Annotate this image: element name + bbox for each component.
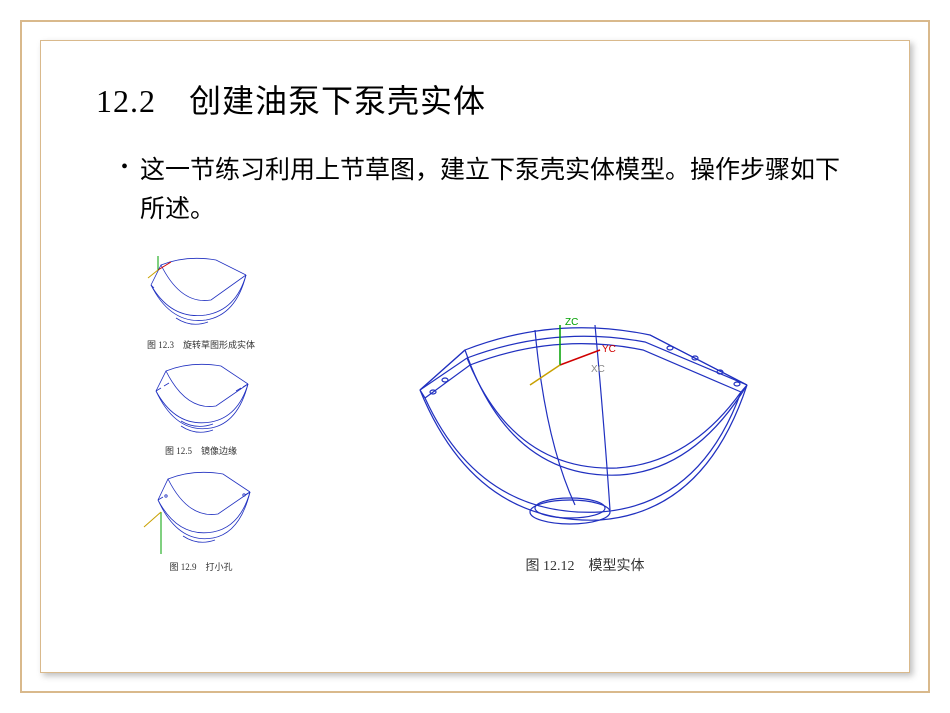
bullet-item: • 这一节练习利用上节草图，建立下泵壳实体模型。操作步骤如下所述。 bbox=[121, 152, 854, 230]
thumb-1: 图 12.3 旋转草图形成实体 bbox=[136, 250, 266, 351]
slide-title: 12.2 创建油泵下泵壳实体 bbox=[96, 76, 854, 122]
thumb-2: 图 12.5 镜像边缘 bbox=[136, 356, 266, 457]
thumb-1-caption: 图 12.3 旋转草图形成实体 bbox=[147, 338, 255, 351]
pump-shell-main-icon: ZC YC XC bbox=[395, 280, 775, 540]
thumb-3-caption: 图 12.9 打小孔 bbox=[169, 560, 232, 573]
diagram-area: 图 12.3 旋转草图形成实体 bbox=[96, 250, 854, 575]
main-diagram-caption: 图 12.12 模型实体 bbox=[526, 555, 645, 575]
pump-shell-thumb-icon bbox=[136, 250, 266, 335]
pump-shell-thumb-icon bbox=[136, 356, 266, 441]
svg-text:ZC: ZC bbox=[565, 317, 578, 328]
slide-inner-frame: 12.2 创建油泵下泵壳实体 • 这一节练习利用上节草图，建立下泵壳实体模型。操… bbox=[40, 40, 910, 673]
thumb-2-caption: 图 12.5 镜像边缘 bbox=[165, 444, 237, 457]
slide-outer-frame: 12.2 创建油泵下泵壳实体 • 这一节练习利用上节草图，建立下泵壳实体模型。操… bbox=[20, 20, 930, 693]
body-paragraph: 这一节练习利用上节草图，建立下泵壳实体模型。操作步骤如下所述。 bbox=[140, 152, 854, 230]
main-diagram-column: ZC YC XC 图 12.12 模型实体 bbox=[316, 280, 854, 575]
thumbnail-column: 图 12.3 旋转草图形成实体 bbox=[136, 250, 266, 573]
bullet-glyph: • bbox=[121, 156, 128, 179]
svg-text:YC: YC bbox=[602, 344, 616, 355]
pump-shell-thumb-icon bbox=[136, 462, 266, 557]
thumb-3: 图 12.9 打小孔 bbox=[136, 462, 266, 573]
svg-text:XC: XC bbox=[591, 364, 605, 375]
